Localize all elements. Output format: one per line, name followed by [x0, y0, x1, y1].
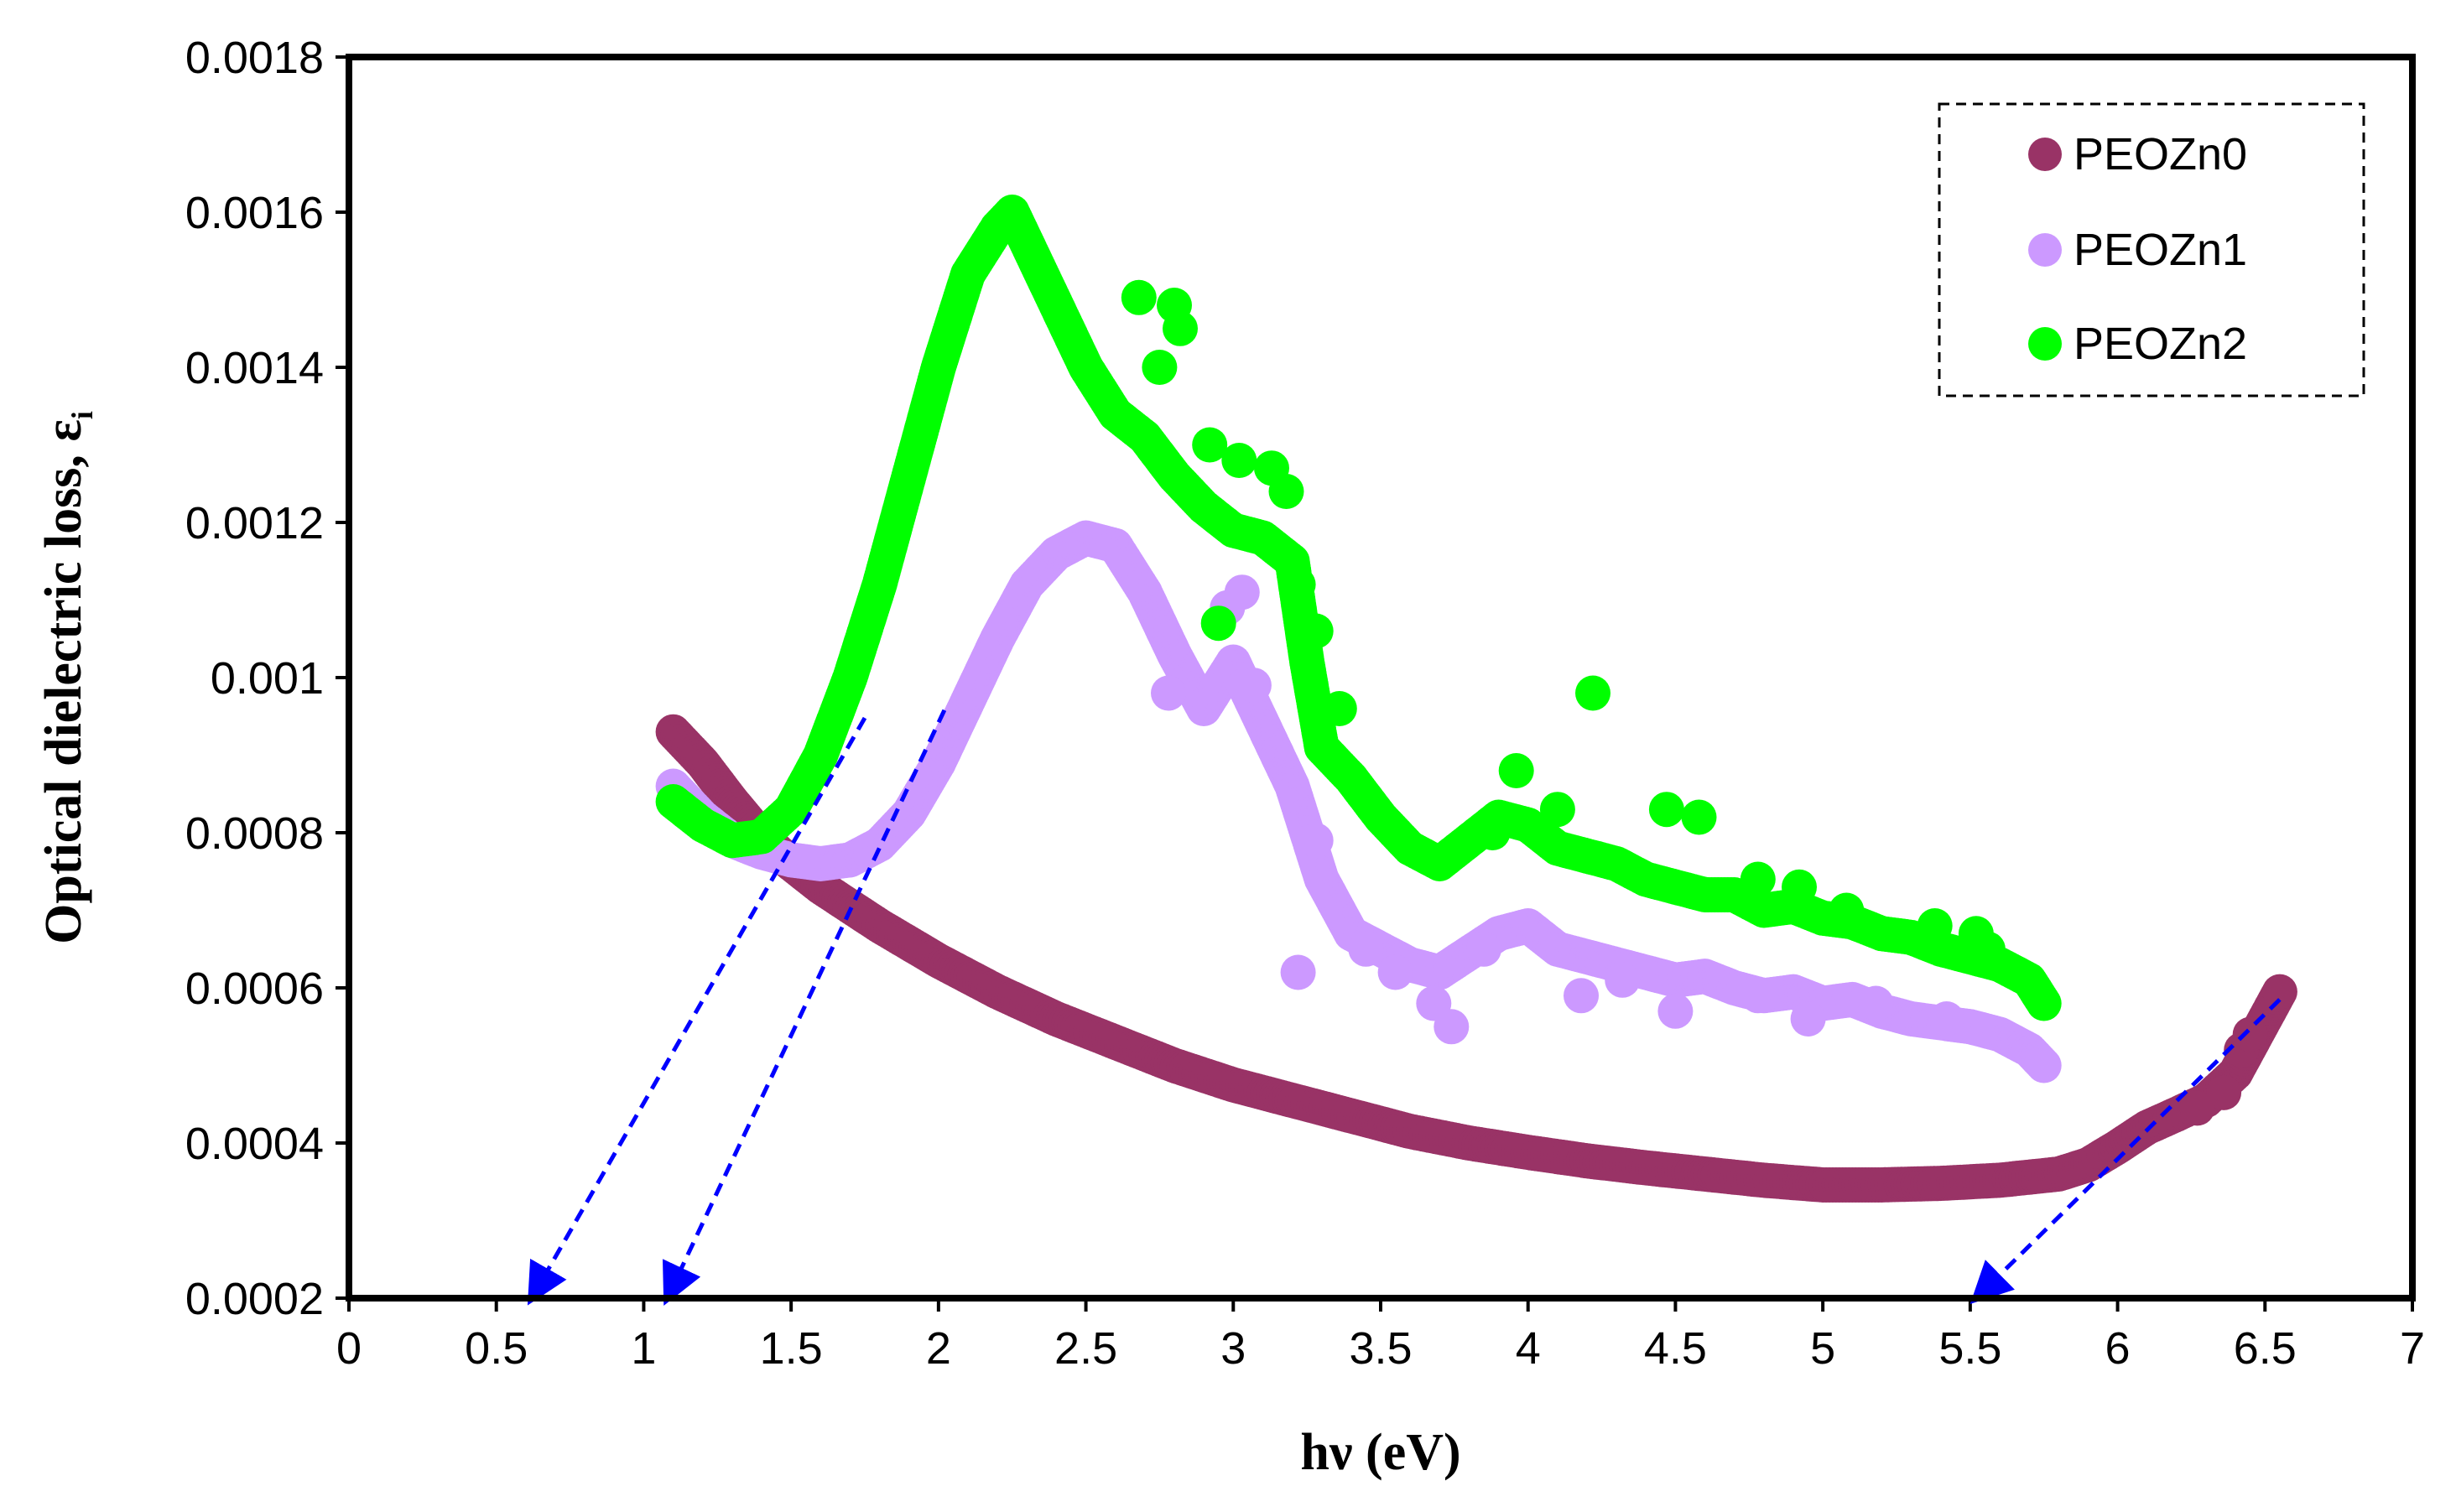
x-tick-label: 2.5 [1054, 1323, 1117, 1374]
x-tick-label: 1 [631, 1323, 656, 1374]
y-tick-label: 0.0018 [185, 33, 324, 83]
data-point-peozn2 [1192, 427, 1228, 463]
data-point-peozn2 [1539, 792, 1575, 828]
data-point-peozn2 [1280, 567, 1316, 602]
series-peozn1 [1151, 574, 1964, 1045]
data-point-peozn1 [1466, 931, 1501, 967]
y-tick-label: 0.0012 [185, 498, 324, 548]
y-axis-ticks: 0.0002 0.0004 0.0006 0.0008 0.001 0.0012 0.001… [185, 33, 349, 1324]
x-tick-label: 4 [1516, 1323, 1541, 1374]
data-point-peozn1 [1151, 675, 1186, 711]
data-point-peozn1 [1657, 993, 1694, 1029]
data-point-peozn1 [1348, 931, 1384, 967]
series-peozn0 [2179, 1016, 2268, 1126]
series-layer [655, 195, 2297, 1203]
data-point-peozn2 [1498, 753, 1534, 788]
data-point-peozn1 [1280, 954, 1316, 990]
extrapolation-arrow [1969, 998, 2282, 1305]
x-tick-label: 7 [2400, 1323, 2425, 1374]
legend-marker-peozn1 [2028, 233, 2062, 267]
data-point-peozn0 [2232, 1016, 2268, 1052]
legend-marker-peozn2 [2028, 327, 2062, 361]
data-point-peozn0 [2206, 1074, 2242, 1110]
annotation-arrows [527, 709, 2282, 1307]
x-tick-label: 6 [2105, 1323, 2131, 1374]
y-tick-label: 0.001 [211, 653, 324, 704]
data-point-peozn1 [1790, 1001, 1826, 1037]
data-point-peozn2 [1163, 310, 1198, 346]
data-point-peozn1 [1858, 985, 1894, 1021]
data-point-peozn1 [1928, 1001, 1964, 1037]
data-point-peozn1 [1377, 954, 1413, 990]
legend: PEOZn0 PEOZn1 PEOZn2 [1938, 102, 2365, 397]
legend-marker-peozn0 [2028, 138, 2062, 171]
data-point-peozn1 [1298, 823, 1334, 859]
x-tick-label: 0.5 [465, 1323, 528, 1374]
legend-box [1938, 102, 2365, 397]
y-tick-label: 0.0016 [185, 188, 324, 238]
y-tick-label: 0.0014 [185, 343, 324, 393]
y-tick-label: 0.0006 [185, 964, 324, 1014]
data-point-peozn2 [1268, 474, 1304, 509]
legend-label-peozn0: PEOZn0 [2074, 129, 2247, 179]
data-point-peozn1 [1434, 1009, 1470, 1045]
x-tick-label: 2 [926, 1323, 951, 1374]
data-point-peozn0 [2261, 974, 2297, 1010]
data-point-peozn2 [1575, 675, 1610, 711]
data-point-peozn2 [1475, 815, 1511, 850]
data-point-peozn2 [1740, 861, 1776, 897]
data-point-peozn2 [1648, 792, 1684, 828]
legend-label-peozn1: PEOZn1 [2074, 225, 2247, 275]
data-point-peozn1 [1564, 978, 1599, 1014]
x-tick-label: 3 [1220, 1323, 1246, 1374]
x-tick-label: 5.5 [1938, 1323, 2001, 1374]
data-point-peozn1 [1740, 978, 1776, 1014]
x-tick-label: 3.5 [1349, 1323, 1412, 1374]
data-point-peozn2 [1298, 613, 1334, 649]
data-point-peozn1 [2026, 1047, 2062, 1083]
data-point-peozn2 [1917, 908, 1953, 943]
y-tick-label: 0.0002 [185, 1274, 324, 1324]
x-tick-label: 1.5 [760, 1323, 823, 1374]
data-point-peozn2 [1829, 892, 1865, 928]
x-tick-label: 6.5 [2234, 1323, 2297, 1374]
x-tick-label: 5 [1810, 1323, 1835, 1374]
data-point-peozn1 [1224, 574, 1260, 611]
plot-frame [346, 54, 2416, 1302]
data-point-peozn2 [1221, 443, 1257, 478]
data-point-peozn2 [1142, 350, 1178, 385]
y-axis-title-group: Optical dielectric loss, εi [35, 411, 99, 944]
data-point-peozn2 [2026, 985, 2062, 1021]
extrapolation-arrow [527, 716, 867, 1306]
data-point-peozn1 [1605, 962, 1641, 998]
x-axis-title: hν (eV) [1300, 1424, 1460, 1481]
y-axis-title-subscript: i [65, 411, 99, 419]
svg-text:Optical dielectric loss, εi: Optical dielectric loss, εi [35, 411, 99, 944]
data-point-peozn2 [1321, 691, 1357, 726]
x-axis-ticks: 0 0.5 1 1.5 2 2.5 3 3.5 4 4.5 5 5.5 6 6.5 7 [336, 1298, 2425, 1374]
legend-label-peozn2: PEOZn2 [2074, 319, 2247, 369]
data-point-peozn0 [2179, 1090, 2215, 1126]
y-tick-label: 0.0004 [185, 1119, 324, 1169]
y-tick-label: 0.0008 [185, 808, 324, 859]
y-axis-title: Optical dielectric loss, ε [35, 419, 92, 944]
data-point-peozn2 [1200, 605, 1236, 642]
x-tick-label: 0 [336, 1323, 362, 1374]
series-peozn2 [1121, 279, 2006, 967]
data-point-peozn2 [1121, 279, 1157, 315]
x-tick-label: 4.5 [1644, 1323, 1707, 1374]
data-point-peozn2 [1681, 799, 1717, 835]
data-point-peozn1 [1236, 668, 1272, 704]
data-point-peozn2 [1782, 869, 1817, 905]
data-point-peozn2 [1969, 931, 2006, 967]
